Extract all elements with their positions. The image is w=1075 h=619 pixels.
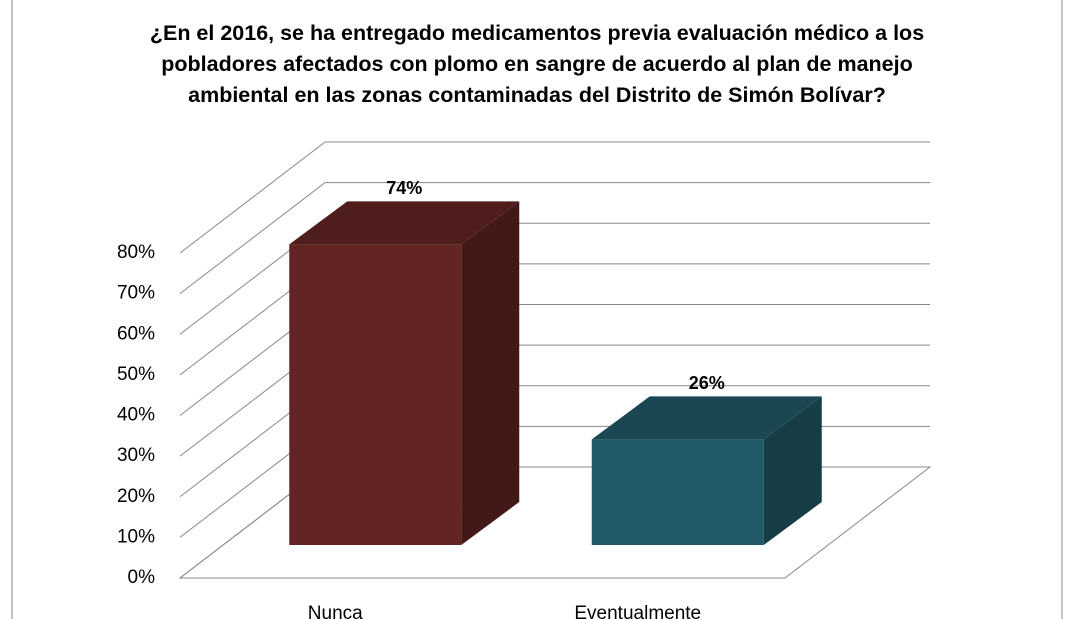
bar-side xyxy=(461,201,520,545)
y-tick-label: 20% xyxy=(117,486,155,507)
y-tick-label: 30% xyxy=(117,445,155,466)
y-tick-label: 0% xyxy=(128,567,156,588)
y-tick-label: 40% xyxy=(117,405,155,426)
x-tick-label: Eventualmente xyxy=(574,603,701,619)
y-tick-label: 10% xyxy=(117,526,155,547)
bar xyxy=(591,439,764,545)
bar-top xyxy=(289,201,520,245)
chart-title: ¿En el 2016, se ha entregado medicamento… xyxy=(149,21,925,107)
bar-side xyxy=(763,396,822,545)
chart-border xyxy=(11,0,1063,619)
grid-line xyxy=(179,141,930,254)
value-label: 26% xyxy=(689,373,725,393)
y-tick-label: 60% xyxy=(117,323,155,344)
grid-line xyxy=(179,182,930,295)
y-tick-label: 50% xyxy=(117,364,155,385)
x-tick-label: Nunca xyxy=(308,603,363,619)
bar xyxy=(289,244,462,545)
value-label: 74% xyxy=(386,178,422,198)
bar-top xyxy=(591,396,822,440)
y-tick-label: 80% xyxy=(117,242,155,263)
y-tick-label: 70% xyxy=(117,283,155,304)
